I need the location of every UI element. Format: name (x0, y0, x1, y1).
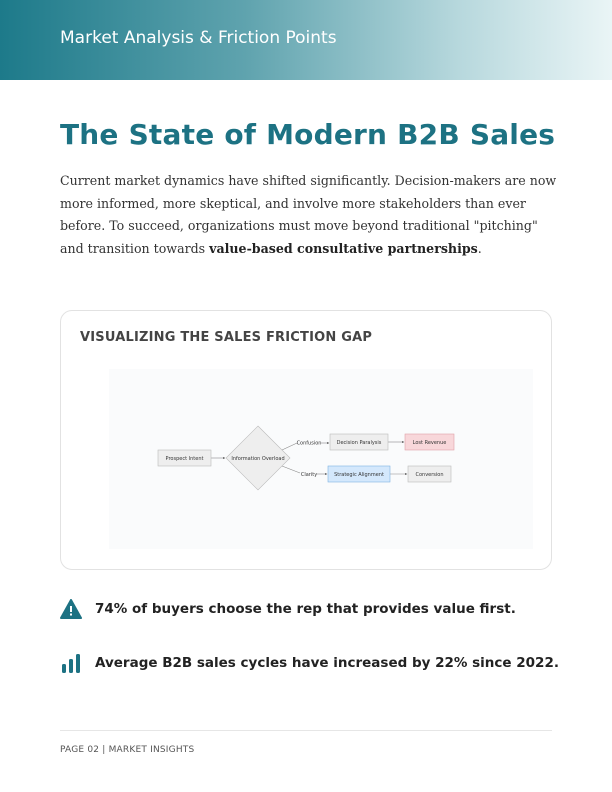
node-decision-paralysis-label: Decision Paralysis (337, 440, 382, 446)
panel-title: VISUALIZING THE SALES FRICTION GAP (80, 330, 373, 345)
node-strategic-alignment (327, 465, 391, 483)
edge-label-clarity: Clarity (301, 472, 317, 478)
node-conversion-label: Conversion (415, 472, 443, 478)
node-lost-revenue (404, 433, 455, 451)
footer-divider (60, 730, 552, 731)
edge-decision-clarity (281, 465, 301, 474)
page-title: The State of Modern B2B Sales (60, 118, 556, 151)
node-information-overload (225, 425, 291, 491)
node-prospect-intent (157, 449, 212, 467)
stat-item: 74% of buyers choose the rep that provid… (60, 599, 516, 619)
node-conversion (407, 465, 452, 483)
stat-text: Average B2B sales cycles have increased … (95, 655, 559, 671)
node-strategic-alignment-label: Strategic Alignment (334, 472, 384, 478)
page-header: Market Analysis & Friction Points (0, 0, 612, 80)
node-information-overload-label: Information Overload (231, 456, 284, 462)
header-title: Market Analysis & Friction Points (60, 28, 337, 48)
edge-decision-confusion (281, 442, 298, 451)
stat-text: 74% of buyers choose the rep that provid… (95, 601, 516, 617)
node-prospect-intent-label: Prospect Intent (166, 456, 204, 462)
node-decision-paralysis (329, 433, 389, 451)
edge-label-confusion: Confusion (297, 441, 322, 447)
stat-item: Average B2B sales cycles have increased … (60, 653, 559, 673)
warning-icon (60, 599, 82, 619)
intro-end: . (477, 240, 482, 256)
intro-bold: value-based consultative partnerships (209, 240, 478, 256)
node-lost-revenue-label: Lost Revenue (413, 440, 447, 446)
intro-paragraph: Current market dynamics have shifted sig… (60, 170, 560, 260)
footer-text: PAGE 02 | MARKET INSIGHTS (60, 745, 195, 755)
bar-chart-icon (62, 654, 80, 673)
intro-text: Current market dynamics have shifted sig… (60, 173, 557, 256)
